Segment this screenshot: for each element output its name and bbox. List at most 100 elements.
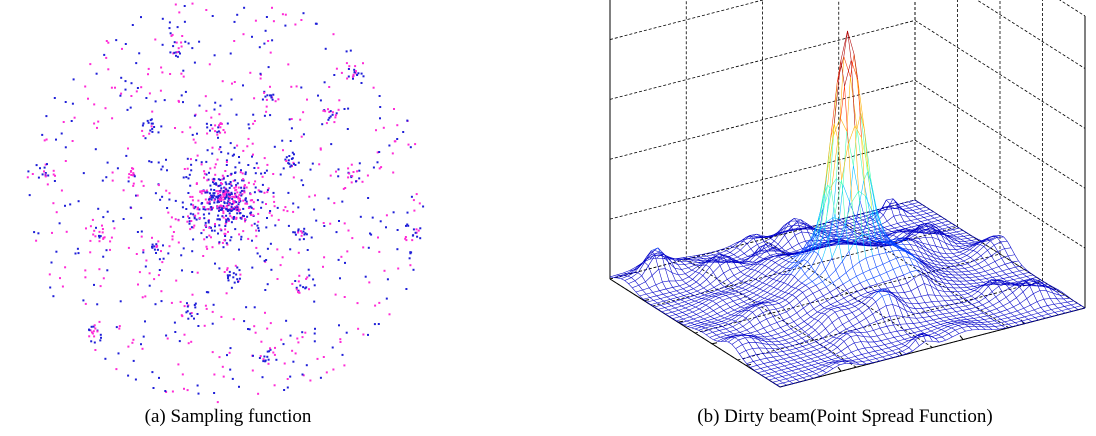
sample-point	[345, 331, 348, 334]
sample-point	[106, 210, 109, 213]
sample-point	[173, 41, 176, 44]
sample-point	[238, 208, 241, 211]
sample-point	[284, 206, 287, 209]
back-wall-gridline	[914, 79, 1086, 189]
sample-point	[193, 61, 196, 64]
sample-point	[377, 236, 379, 239]
sample-point	[228, 195, 231, 198]
sample-point	[205, 122, 208, 125]
sample-point	[84, 269, 87, 272]
sample-point	[406, 119, 409, 122]
sample-point	[375, 129, 377, 132]
sample-point	[196, 384, 199, 387]
sample-point	[110, 236, 113, 239]
sample-point	[157, 161, 160, 164]
sample-point	[289, 165, 292, 168]
sample-point	[323, 256, 326, 259]
sample-point	[148, 284, 151, 287]
sample-point	[219, 191, 222, 194]
sample-point	[193, 224, 196, 227]
sample-point	[233, 281, 236, 284]
sample-point	[221, 174, 224, 177]
sample-point	[141, 347, 144, 350]
sample-point	[269, 242, 272, 245]
sample-point	[206, 149, 209, 152]
sample-point	[300, 230, 302, 233]
sample-point	[351, 75, 354, 78]
sample-point	[229, 347, 232, 350]
sample-point	[319, 148, 322, 151]
sample-point	[181, 373, 184, 376]
sample-point	[228, 182, 231, 185]
sample-point	[281, 13, 284, 16]
sample-point	[256, 252, 259, 255]
sample-point	[197, 199, 200, 202]
sample-point	[306, 249, 309, 251]
sample-point	[132, 182, 135, 185]
sample-point	[91, 218, 94, 221]
sample-point	[217, 195, 220, 197]
sample-point	[212, 179, 215, 182]
sample-point	[92, 330, 95, 333]
sample-point	[138, 271, 141, 274]
sample-point	[396, 138, 399, 140]
sample-point	[224, 170, 227, 172]
sample-point	[240, 189, 243, 192]
sample-point	[195, 159, 198, 162]
sample-point	[226, 274, 229, 277]
sample-point	[151, 243, 154, 246]
sample-point	[194, 214, 197, 217]
sample-point	[168, 245, 171, 248]
sample-point	[228, 212, 231, 215]
sample-point	[193, 304, 196, 306]
sample-point	[222, 212, 225, 215]
sample-point	[240, 216, 243, 219]
sample-point	[257, 220, 260, 223]
sample-point	[195, 182, 198, 185]
sample-point	[282, 343, 285, 346]
back-wall-gridline	[609, 0, 765, 40]
sample-point	[247, 328, 249, 330]
sample-point	[179, 300, 182, 303]
sample-point	[242, 230, 245, 233]
sample-point	[299, 118, 302, 121]
sample-point	[246, 145, 249, 148]
sample-point	[292, 360, 295, 363]
sample-point	[319, 99, 322, 102]
sample-point	[236, 144, 239, 147]
sample-point	[393, 108, 395, 110]
sample-point	[262, 360, 265, 363]
sample-point	[195, 218, 198, 221]
sample-point	[224, 235, 227, 237]
sample-point	[269, 114, 272, 117]
sample-point	[354, 72, 357, 75]
sample-point	[46, 183, 49, 186]
sample-point	[214, 124, 217, 127]
sample-point	[204, 198, 207, 201]
sample-point	[279, 264, 282, 267]
sample-point	[154, 303, 157, 306]
sample-point	[126, 108, 129, 111]
sample-point	[291, 282, 294, 285]
sample-point	[198, 217, 201, 219]
sample-point	[203, 172, 206, 175]
sample-point	[103, 236, 106, 239]
sample-point	[217, 232, 219, 235]
sample-point	[297, 280, 300, 283]
sample-point	[191, 271, 194, 273]
sample-point	[334, 114, 337, 117]
sample-point	[188, 220, 191, 223]
sample-point	[263, 157, 266, 160]
sample-point	[222, 205, 225, 208]
sample-point	[180, 254, 183, 257]
sample-point	[312, 278, 315, 281]
sample-point	[276, 248, 279, 251]
sample-point	[229, 52, 232, 55]
sample-point	[300, 19, 303, 21]
sample-point	[188, 217, 191, 220]
sample-point	[77, 200, 80, 203]
sample-point	[189, 158, 192, 161]
back-wall-gridline	[609, 79, 916, 160]
sample-point	[346, 77, 349, 80]
sample-point	[234, 196, 237, 199]
